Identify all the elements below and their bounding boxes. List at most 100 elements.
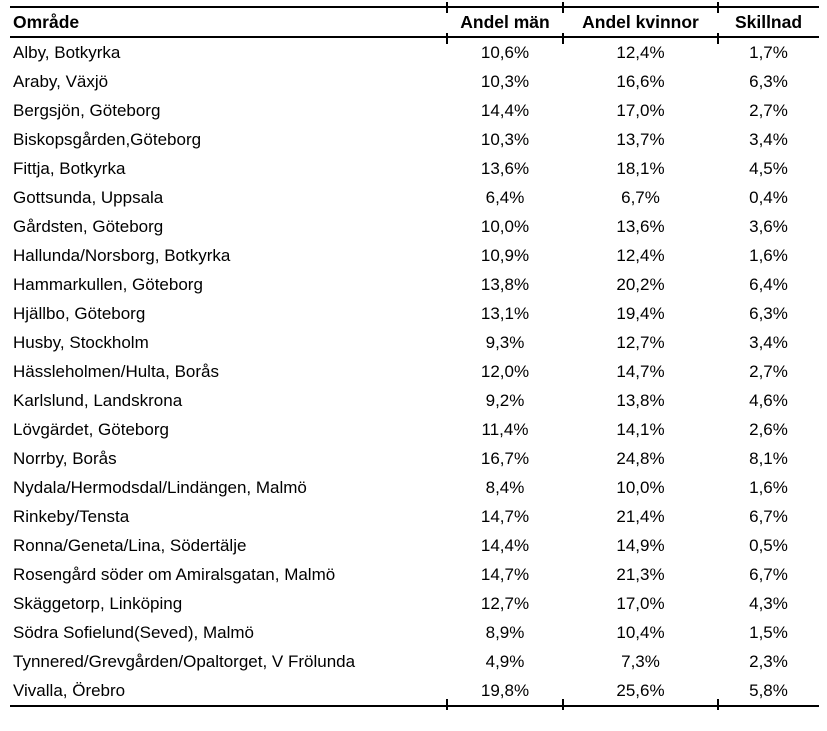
cell-skillnad: 1,6%: [749, 477, 788, 497]
table-row: Araby, Växjö 10,3% 16,6% 6,3%: [10, 67, 819, 96]
cell-skillnad: 0,4%: [749, 187, 788, 207]
cell-omrade: Vivalla, Örebro: [10, 676, 447, 707]
cell-andel-kvinnor: 12,4%: [616, 42, 665, 62]
cell-andel-kvinnor: 13,6%: [616, 216, 665, 236]
column-boundary-tick: [717, 33, 719, 44]
cell-andel-man: 10,3%: [480, 129, 530, 149]
cell-andel-man: 14,7%: [480, 564, 530, 584]
cell-skillnad: 3,4%: [749, 129, 788, 149]
cell-omrade: Gottsunda, Uppsala: [13, 187, 164, 207]
cell-andel-man: 14,4%: [480, 100, 530, 120]
table-row: Vivalla, Örebro 19,8% 25,6% 5,8%: [10, 676, 819, 707]
cell-omrade: Hammarkullen, Göteborg: [13, 274, 203, 294]
cell-andel-kvinnor: 6,7%: [621, 187, 660, 207]
table-row: Karlslund, Landskrona 9,2% 13,8% 4,6%: [10, 386, 819, 415]
cell-omrade: Skäggetorp, Linköping: [13, 593, 183, 613]
cell-skillnad: 1,7%: [749, 42, 788, 62]
column-header-omrade: Område: [10, 6, 447, 38]
cell-skillnad: 2,7%: [749, 361, 788, 381]
column-boundary-tick: [562, 699, 564, 710]
cell-omrade: Rosengård söder om Amiralsgatan, Malmö: [13, 564, 336, 584]
cell-skillnad: 0,5%: [749, 535, 788, 555]
cell-andel-man: 12,0%: [480, 361, 530, 381]
cell-andel-kvinnor: 13,7%: [616, 129, 665, 149]
cell-andel-man: 19,8%: [447, 676, 563, 707]
cell-skillnad: 6,7%: [749, 564, 788, 584]
cell-andel-man: 8,9%: [485, 622, 525, 642]
cell-andel-kvinnor: 12,7%: [616, 332, 665, 352]
cell-skillnad: 3,4%: [749, 332, 788, 352]
cell-omrade: Gårdsten, Göteborg: [13, 216, 164, 236]
cell-andel-kvinnor: 21,4%: [616, 506, 665, 526]
table-row: Hässleholmen/Hulta, Borås 12,0% 14,7% 2,7%: [10, 357, 819, 386]
cell-omrade: Rinkeby/Tensta: [13, 506, 130, 526]
column-boundary-tick: [562, 2, 564, 13]
cell-omrade: Norrby, Borås: [13, 448, 117, 468]
cell-andel-kvinnor: 21,3%: [616, 564, 665, 584]
cell-andel-kvinnor: 7,3%: [621, 651, 660, 671]
cell-skillnad: 2,3%: [749, 651, 788, 671]
cell-skillnad: 4,6%: [749, 390, 788, 410]
table-row: Bergsjön, Göteborg 14,4% 17,0% 2,7%: [10, 96, 819, 125]
table-row: Biskopsgården,Göteborg 10,3% 13,7% 3,4%: [10, 125, 819, 154]
cell-andel-kvinnor: 14,1%: [616, 419, 665, 439]
cell-andel-kvinnor: 25,6%: [563, 676, 718, 707]
table-row: Hjällbo, Göteborg 13,1% 19,4% 6,3%: [10, 299, 819, 328]
cell-skillnad: 6,4%: [749, 274, 788, 294]
cell-omrade: Hjällbo, Göteborg: [13, 303, 146, 323]
cell-andel-man: 9,2%: [485, 390, 525, 410]
column-header-andel-man: Andel män: [447, 6, 563, 38]
column-boundary-tick: [562, 33, 564, 44]
table-row: Fittja, Botkyrka 13,6% 18,1% 4,5%: [10, 154, 819, 183]
table-row: Husby, Stockholm 9,3% 12,7% 3,4%: [10, 328, 819, 357]
cell-skillnad: 5,8%: [718, 676, 819, 707]
column-header-andel-kvinnor: Andel kvinnor: [563, 6, 718, 38]
cell-andel-man: 8,4%: [485, 477, 525, 497]
cell-andel-man: 4,9%: [485, 651, 525, 671]
table-row: Rosengård söder om Amiralsgatan, Malmö 14…: [10, 560, 819, 589]
cell-andel-man: 6,4%: [485, 187, 525, 207]
cell-andel-man: 14,7%: [480, 506, 530, 526]
column-boundary-tick: [446, 2, 448, 13]
cell-skillnad: 1,5%: [749, 622, 788, 642]
cell-skillnad: 6,3%: [749, 71, 788, 91]
cell-omrade: Tynnered/Grevgården/Opaltorget, V Frölun…: [13, 651, 356, 671]
table-row: Hallunda/Norsborg, Botkyrka 10,9% 12,4% 1,6…: [10, 241, 819, 270]
cell-andel-man: 10,6%: [480, 42, 530, 62]
cell-andel-man: 11,4%: [481, 419, 529, 439]
cell-omrade: Södra Sofielund(Seved), Malmö: [13, 622, 254, 642]
cell-omrade: Nydala/Hermodsdal/Lindängen, Malmö: [13, 477, 307, 497]
cell-andel-kvinnor: 13,8%: [616, 390, 665, 410]
table-row: Lövgärdet, Göteborg 11,4% 14,1% 2,6%: [10, 415, 819, 444]
cell-skillnad: 6,3%: [749, 303, 788, 323]
cell-andel-kvinnor: 16,6%: [616, 71, 665, 91]
cell-andel-kvinnor: 14,7%: [616, 361, 665, 381]
cell-andel-man: 12,7%: [480, 593, 530, 613]
cell-skillnad: 1,6%: [749, 245, 788, 265]
table-row: Tynnered/Grevgården/Opaltorget, V Frölun…: [10, 647, 819, 676]
column-boundary-tick: [446, 33, 448, 44]
cell-andel-man: 14,4%: [480, 535, 530, 555]
table-row: Rinkeby/Tensta 14,7% 21,4% 6,7%: [10, 502, 819, 531]
table-row: Ronna/Geneta/Lina, Södertälje 14,4% 14,9% 0…: [10, 531, 819, 560]
column-boundary-tick: [446, 699, 448, 710]
cell-andel-kvinnor: 10,0%: [616, 477, 665, 497]
header-row: Område Andel män Andel kvinnor Skillnad: [10, 6, 819, 38]
cell-andel-kvinnor: 17,0%: [616, 593, 665, 613]
table-row: Gottsunda, Uppsala 6,4% 6,7% 0,4%: [10, 183, 819, 212]
table-row: Södra Sofielund(Seved), Malmö 8,9% 10,4% 1,…: [10, 618, 819, 647]
column-boundary-tick: [717, 2, 719, 13]
cell-andel-man: 13,8%: [480, 274, 530, 294]
cell-skillnad: 4,3%: [749, 593, 788, 613]
cell-andel-man: 16,7%: [480, 448, 530, 468]
cell-skillnad: 2,6%: [749, 419, 788, 439]
cell-skillnad: 2,7%: [749, 100, 788, 120]
table-body: Alby, Botkyrka 10,6% 12,4% 1,7% Araby, Växjö…: [10, 37, 819, 707]
cell-omrade: Ronna/Geneta/Lina, Södertälje: [13, 535, 247, 555]
column-header-skillnad: Skillnad: [718, 6, 819, 38]
statistics-table: Område Andel män Andel kvinnor Skillnad …: [10, 2, 819, 710]
table-row: Hammarkullen, Göteborg 13,8% 20,2% 6,4%: [10, 270, 819, 299]
table-row: Skäggetorp, Linköping 12,7% 17,0% 4,3%: [10, 589, 819, 618]
cell-andel-kvinnor: 14,9%: [616, 535, 665, 555]
cell-skillnad: 8,1%: [749, 448, 788, 468]
